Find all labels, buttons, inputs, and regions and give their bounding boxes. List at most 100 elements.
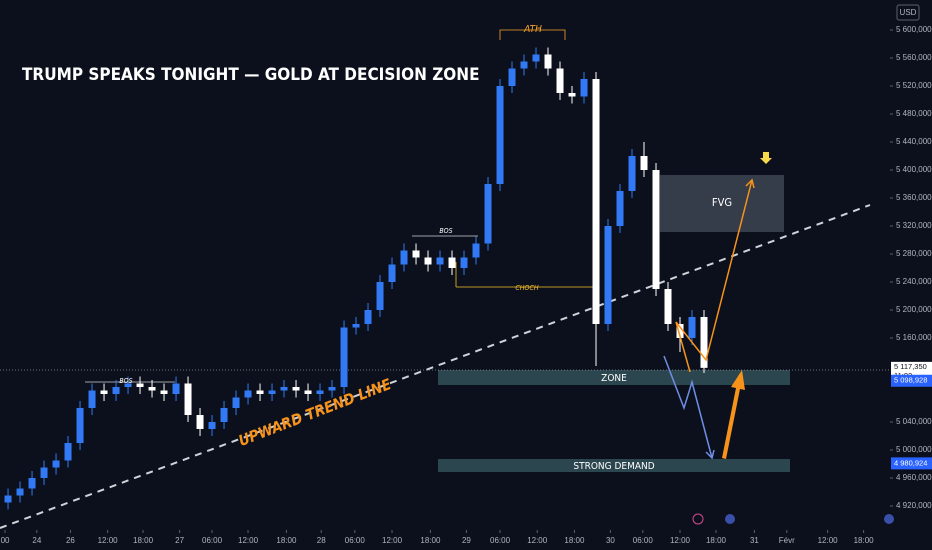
candle-body [268,390,276,394]
x-tick-label: 12:00 [818,536,839,545]
event-icon[interactable] [725,514,735,524]
x-tick-label: 06:00 [633,536,654,545]
y-tick-label: 5 160,000 [896,333,932,342]
candle-body [244,390,252,398]
price-tag [891,457,932,470]
x-tick-label: 18:00 [706,536,727,545]
candle-body [400,250,408,265]
x-tick-label: 06:00 [345,536,366,545]
candle-body [340,327,348,387]
candle-body [460,257,468,269]
y-tick-label: 5 360,000 [896,193,932,202]
candle-body [16,488,24,496]
candle-body [448,257,456,269]
fvg-box [660,175,784,232]
x-tick-label: 12:00 [527,536,548,545]
candle-body [100,390,108,394]
zone-box [438,370,790,385]
annotation: CHOCH [515,284,538,292]
candle-body [676,323,684,338]
x-tick-label: 18:00 [564,536,585,545]
candle-body [604,226,612,324]
y-tick-label: 5 480,000 [896,109,932,118]
x-tick-label: 18:00 [133,536,154,545]
candle-body [664,288,672,324]
thick-arrow [722,370,745,459]
currency-box[interactable] [896,4,920,21]
price-tag-label: 5 117,350 [894,362,927,371]
candle-body [256,390,264,394]
candle-body [208,421,216,429]
x-tick-label: 18:00 [420,536,441,545]
price-tag [891,374,932,387]
candle-body [640,156,648,171]
x-tick-label: Févr [779,536,795,545]
x-tick-label: 06:00 [490,536,511,545]
candle-body [616,191,624,227]
candle-body [700,316,708,368]
event-icon[interactable] [692,513,704,525]
annotation: STRONG DEMAND [573,461,654,472]
demand-box [438,459,790,472]
candle-body [628,156,636,192]
candle-body [88,390,96,408]
x-tick-label: 00 [1,536,10,545]
down-arrow [760,152,772,164]
candle-body [148,386,156,391]
x-tick-label: 18:00 [854,536,875,545]
candle-body [652,170,660,289]
x-tick-label: 28 [317,536,326,545]
candle-body [424,257,432,265]
candle-body [304,390,312,394]
trend-line [0,204,871,529]
arrow-head [705,449,715,460]
y-tick-label: 5 440,000 [896,137,932,146]
x-tick-label: 18:00 [276,536,297,545]
y-tick-label: 4 920,000 [896,501,932,510]
candle-body [376,281,384,310]
candle-body [412,250,420,258]
y-tick-label: 5 320,000 [896,221,932,230]
x-tick-label: 26 [66,536,75,545]
candle-body [64,442,72,461]
currency: USD [900,8,917,17]
chart-title: TRUMP SPEAKS TONIGHT — GOLD AT DECISION … [22,65,480,85]
x-tick-label: 27 [175,536,184,545]
candle-body [184,383,192,415]
annotation: BOS [439,227,452,235]
y-tick-label: 5 200,000 [896,305,932,314]
ath-line [499,29,566,40]
candle-body [688,316,696,338]
x-tick-label: 12:00 [670,536,691,545]
candle-body [484,184,492,244]
y-tick-label: 5 000,000 [896,445,932,454]
candle-body [40,467,48,478]
annotation: FVG [712,196,732,209]
path-arrow [663,355,713,459]
annotation: ATH [523,24,542,35]
candle-body [76,407,84,443]
candle-body [352,323,360,328]
event-icon[interactable] [884,514,894,524]
x-tick-label: 06:00 [202,536,223,545]
candle-body [4,495,12,503]
candle-body [172,383,180,394]
candle-body [112,386,120,394]
candle-body [472,243,480,258]
candle-body [52,460,60,468]
y-tick-label: 5 040,000 [896,417,932,426]
candle-body [556,68,564,94]
y-tick-label: 5 400,000 [896,165,932,174]
x-tick-label: 31 [750,536,759,545]
candle-body [160,390,168,394]
candle-body [544,54,552,69]
price-tag-label: 4 980,924 [894,458,927,467]
x-tick-label: 24 [32,536,41,545]
candle-body [136,383,144,387]
annotation: BOS [119,377,132,385]
path-arrow [675,179,753,373]
candle-body [292,386,300,391]
candles [4,47,708,510]
